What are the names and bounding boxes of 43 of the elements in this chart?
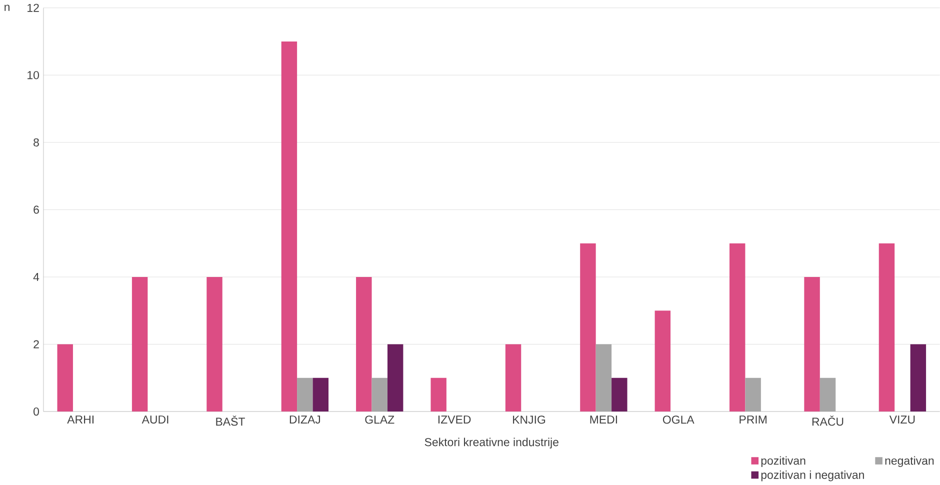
bar: [729, 243, 746, 412]
bar: [804, 277, 820, 412]
bar: [297, 378, 313, 412]
x-tick-label: BAŠT: [216, 416, 245, 426]
legend-label: pozitivan i negativan: [761, 470, 864, 482]
x-tick-label: RAČU: [812, 416, 844, 426]
x-tick-label: OGLA: [662, 416, 694, 424]
x-tick-label: DIZAJ: [290, 416, 320, 424]
bar: [132, 277, 148, 412]
x-axis-title: Sektori kreativne industrije: [424, 438, 558, 449]
bar: [878, 243, 895, 412]
legend-label: pozitivan: [761, 456, 806, 468]
x-tick-label: MEDI: [590, 416, 617, 424]
y-tick-label: 0: [34, 408, 39, 416]
x-tick-label: PRIM: [740, 416, 766, 424]
bar: [206, 277, 222, 412]
y-tick-label: 6: [34, 206, 39, 214]
y-axis-title: n: [4, 4, 10, 12]
x-tick-label: AUDI: [142, 416, 168, 424]
x-tick-label: IZVED: [438, 416, 471, 424]
bar: [654, 310, 671, 412]
y-tick-label: 4: [33, 273, 40, 282]
y-tick-label: 12: [28, 4, 39, 12]
bar: [612, 378, 628, 412]
bar: [910, 344, 926, 412]
bar: [580, 243, 596, 412]
x-tick-label: GLAZ: [365, 416, 394, 424]
bar: [596, 344, 612, 412]
y-tick-label: 10: [28, 71, 39, 80]
y-tick-label: 2: [34, 340, 39, 348]
legend-label: negativan: [885, 456, 934, 468]
x-tick-label: ARHI: [67, 416, 94, 424]
bar: [356, 277, 372, 412]
y-tick-label: 8: [34, 138, 39, 147]
bar: [505, 344, 522, 412]
bar: [372, 378, 388, 412]
bar: [281, 42, 298, 412]
x-tick-label: KNJIG: [513, 416, 546, 424]
bar: [57, 344, 73, 412]
bar: [387, 344, 404, 412]
bar: [312, 378, 328, 412]
bar: [430, 378, 446, 412]
x-tick-label: VIZU: [889, 416, 915, 424]
